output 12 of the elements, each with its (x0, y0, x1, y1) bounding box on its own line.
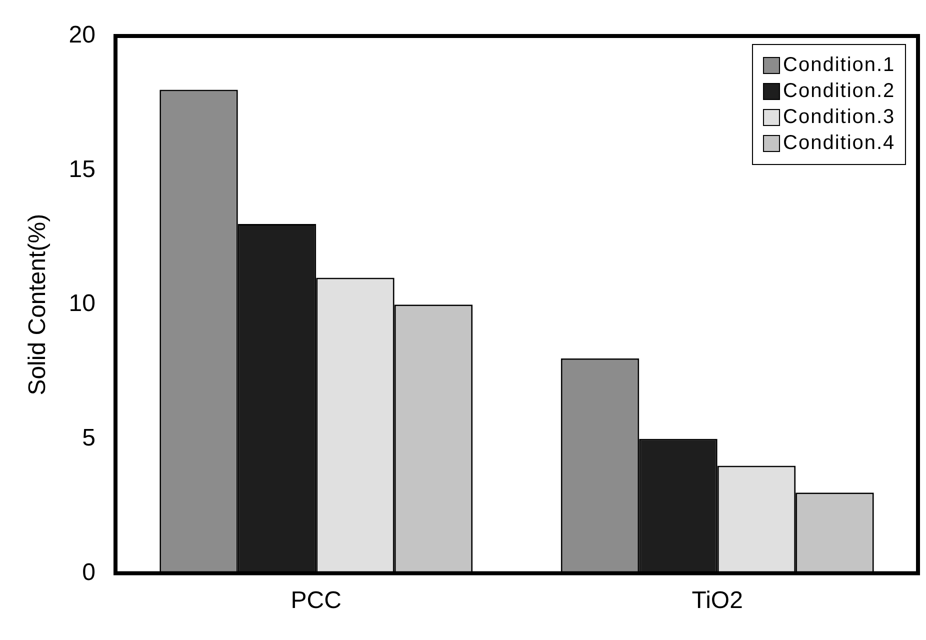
y-tick-label: 20 (68, 22, 96, 49)
legend-label: Condition.4 (783, 132, 896, 155)
legend-label: Condition.1 (783, 54, 896, 77)
legend-label: Condition.2 (783, 80, 896, 103)
y-tick-label: 10 (68, 290, 96, 318)
x-tick-label: PCC (290, 587, 342, 614)
x-tick-label: TiO2 (692, 587, 743, 614)
y-tick-label: 0 (82, 558, 96, 586)
legend-label: Condition.3 (783, 106, 896, 129)
y-tick-label: 5 (82, 424, 96, 452)
y-axis-title: Solid Content(%) (24, 214, 52, 396)
y-tick-label: 15 (68, 156, 96, 183)
